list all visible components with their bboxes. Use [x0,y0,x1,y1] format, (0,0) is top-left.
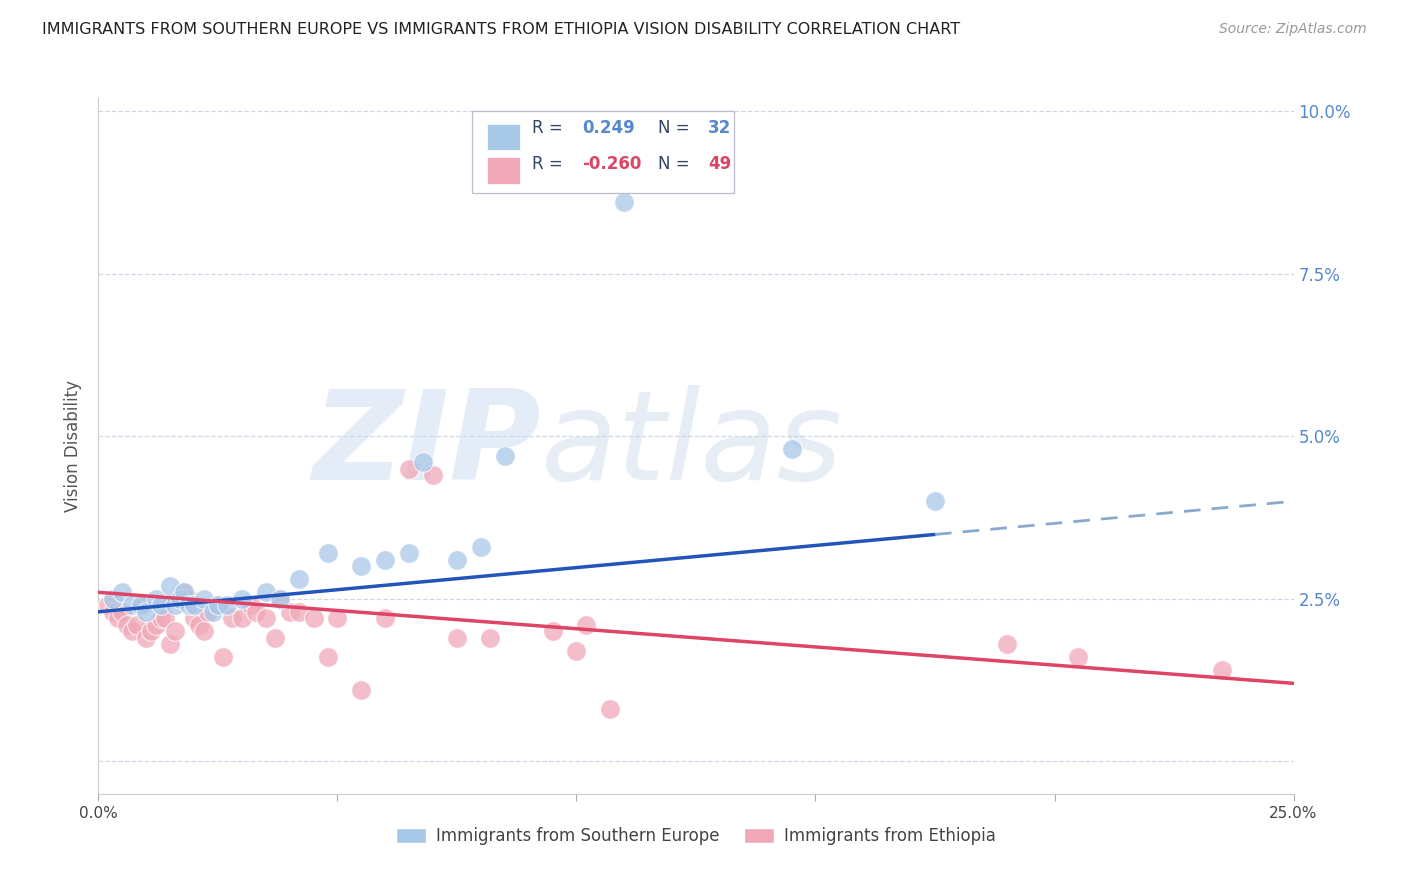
Point [211,650,233,665]
Point [374,611,396,625]
Point [193,624,215,639]
Point [288,605,311,619]
Point [207,599,229,613]
Point [221,611,243,625]
Point [245,605,267,619]
Point [197,605,219,619]
Point [169,591,191,606]
Point [398,462,420,476]
Point [135,631,157,645]
Text: IMMIGRANTS FROM SOUTHERN EUROPE VS IMMIGRANTS FROM ETHIOPIA VISION DISABILITY CO: IMMIGRANTS FROM SOUTHERN EUROPE VS IMMIG… [42,22,960,37]
Point [159,579,181,593]
Point [470,540,492,554]
Text: ZIP: ZIP [312,385,541,507]
Point [193,591,215,606]
FancyBboxPatch shape [472,111,734,194]
Point [924,494,946,508]
Point [169,591,191,606]
Point [479,631,502,645]
Point [599,702,621,716]
Point [350,682,373,697]
Point [316,650,339,665]
Point [115,617,138,632]
Point [135,605,157,619]
Point [494,449,516,463]
Point [412,455,434,469]
Text: R =: R = [533,119,562,137]
Point [446,631,468,645]
Point [111,605,134,619]
Point [101,605,124,619]
Text: -0.260: -0.260 [582,155,641,173]
Point [163,599,186,613]
Point [254,585,277,599]
Point [278,605,301,619]
Point [374,553,396,567]
Point [217,599,239,613]
Point [163,624,186,639]
Point [288,572,311,586]
Point [613,195,636,210]
Point [326,611,349,625]
FancyBboxPatch shape [486,124,520,150]
Point [183,599,205,613]
Point [254,611,277,625]
Y-axis label: Vision Disability: Vision Disability [65,380,83,512]
Point [240,599,263,613]
Point [173,585,195,599]
Point [111,585,134,599]
Point [264,631,287,645]
Point [269,591,291,606]
FancyBboxPatch shape [486,157,520,184]
Text: atlas: atlas [541,385,842,507]
Point [398,546,420,560]
Point [316,546,339,560]
Point [155,611,177,625]
Legend: Immigrants from Southern Europe, Immigrants from Ethiopia: Immigrants from Southern Europe, Immigra… [389,821,1002,852]
Point [139,624,162,639]
Text: 0.249: 0.249 [582,119,636,137]
Point [159,637,181,651]
Point [179,599,201,613]
Point [231,611,253,625]
Point [145,591,167,606]
Text: N =: N = [658,119,689,137]
Point [575,617,598,632]
Point [350,559,373,574]
Point [125,617,148,632]
Point [269,591,291,606]
Point [179,591,201,606]
Point [1211,663,1233,677]
Text: N =: N = [658,155,689,173]
Point [131,599,153,613]
Point [422,468,444,483]
Point [173,585,195,599]
Text: 32: 32 [709,119,731,137]
Point [446,553,468,567]
Point [145,617,167,632]
Point [231,591,253,606]
Point [183,611,205,625]
Point [121,624,143,639]
Point [202,605,225,619]
Point [207,599,229,613]
Text: R =: R = [533,155,562,173]
Point [187,617,209,632]
Point [565,644,588,658]
Point [1067,650,1090,665]
Point [149,611,172,625]
Text: 49: 49 [709,155,731,173]
Point [131,599,153,613]
Point [101,591,124,606]
Point [121,599,143,613]
Point [107,611,129,625]
Point [97,599,120,613]
Text: Source: ZipAtlas.com: Source: ZipAtlas.com [1219,22,1367,37]
Point [302,611,325,625]
Point [541,624,564,639]
Point [995,637,1018,651]
Point [780,442,803,457]
Point [149,599,172,613]
